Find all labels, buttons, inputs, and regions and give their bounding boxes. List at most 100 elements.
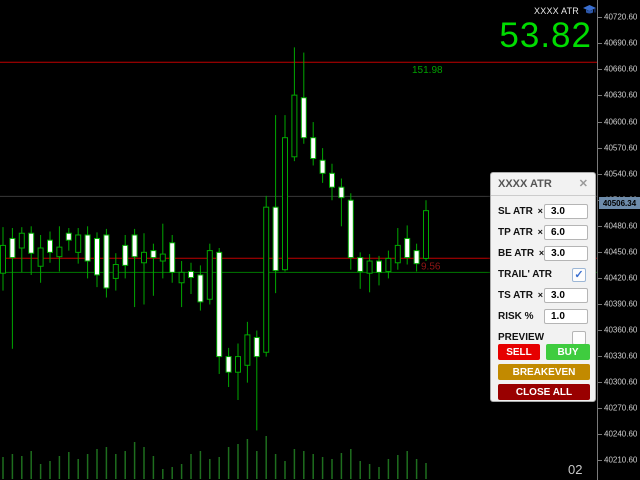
axis-tick xyxy=(598,251,602,253)
candle-body xyxy=(206,250,213,300)
chart-indicator-title: XXXX ATR xyxy=(534,5,596,16)
ea-panel-row: BE ATR × xyxy=(498,245,589,262)
candle-body xyxy=(291,94,298,158)
candle-body xyxy=(282,137,288,271)
ea-panel-row: TS ATR × xyxy=(498,287,588,304)
candle-body xyxy=(141,251,147,264)
field-label: TRAIL' ATR xyxy=(498,269,553,280)
candle-body xyxy=(47,239,53,253)
candle-body xyxy=(338,186,345,199)
axis-tick-label: 40480.60 xyxy=(604,221,638,231)
buy-button[interactable]: BUY xyxy=(546,344,590,360)
indicator-name-label: XXXX ATR xyxy=(534,5,579,16)
axis-tick xyxy=(598,225,602,227)
candle-body xyxy=(159,253,166,262)
atr-big-value: 53.82 xyxy=(499,16,592,55)
candle-body xyxy=(366,260,373,274)
candle-body xyxy=(263,206,270,353)
field-label: TS ATR × xyxy=(498,290,544,301)
axis-tick xyxy=(598,408,602,410)
candle-body xyxy=(188,270,194,279)
level-line-label: 9.56 xyxy=(421,261,441,272)
close-icon[interactable]: ✕ xyxy=(578,177,588,190)
trail-atr-checkbox[interactable]: ✓ xyxy=(572,267,586,282)
axis-tick xyxy=(598,95,602,97)
ea-panel-header: XXXX ATR ✕ xyxy=(491,173,595,196)
axis-tick xyxy=(598,460,602,462)
multiplier-symbol: × xyxy=(537,206,543,216)
ea-panel-title: XXXX ATR xyxy=(498,178,552,190)
breakeven-button[interactable]: BREAKEVEN xyxy=(498,364,590,380)
close-all-button[interactable]: CLOSE ALL xyxy=(498,384,590,400)
candle-body xyxy=(394,244,401,264)
candle-body xyxy=(65,232,72,241)
axis-tick xyxy=(598,382,602,384)
candle-body xyxy=(131,234,138,258)
ea-panel[interactable]: XXXX ATR ✕ SL ATR × TP ATR × BE ATR × TRAIL… xyxy=(490,172,596,402)
axis-tick-label: 40450.60 xyxy=(604,247,638,257)
axis-tick-label: 40210.60 xyxy=(604,455,638,465)
preview-checkbox[interactable] xyxy=(572,330,586,345)
axis-tick-label: 40390.60 xyxy=(604,299,638,309)
current-price-tag: 40506.34 xyxy=(599,197,640,210)
sl-atr-input[interactable] xyxy=(544,204,588,219)
candle-body xyxy=(122,244,129,266)
candle-body xyxy=(404,237,411,259)
candle-body xyxy=(300,97,307,139)
axis-tick-label: 40360.60 xyxy=(604,325,638,335)
tp-atr-input[interactable] xyxy=(544,225,588,240)
axis-tick-label: 40600.60 xyxy=(604,117,638,127)
candle-body xyxy=(347,199,354,259)
axis-tick-label: 40240.60 xyxy=(604,429,638,439)
candle-body xyxy=(413,250,420,265)
candle-body xyxy=(103,234,110,289)
axis-tick xyxy=(598,356,602,358)
candle-body xyxy=(423,210,429,259)
axis-tick-label: 40570.60 xyxy=(604,143,638,153)
candle-body xyxy=(244,334,251,366)
axis-tick-label: 40330.60 xyxy=(604,351,638,361)
time-axis-label: 02 xyxy=(568,462,583,477)
candle-body xyxy=(28,232,35,254)
price-axis[interactable]: 40506.34 40720.60 40690.60 40660.60 40630.6… xyxy=(597,0,640,480)
axis-tick-label: 40720.60 xyxy=(604,12,638,22)
axis-tick-label: 40660.60 xyxy=(604,64,638,74)
candle-body xyxy=(112,264,119,279)
graduation-cap-icon xyxy=(583,5,596,14)
candle-body xyxy=(376,260,382,273)
candle-body xyxy=(56,246,63,258)
axis-tick-label: 40540.60 xyxy=(604,169,638,179)
axis-tick xyxy=(598,173,602,175)
level-line-label: 151.98 xyxy=(412,65,443,76)
candle-body xyxy=(225,356,232,373)
candle-body xyxy=(385,257,392,272)
field-label: PREVIEW xyxy=(498,332,545,343)
field-label: RISK % xyxy=(498,311,534,322)
candle-body xyxy=(9,237,16,259)
candle-body xyxy=(272,206,279,272)
candle-body xyxy=(310,137,317,160)
axis-tick-label: 40270.60 xyxy=(604,403,638,413)
axis-tick xyxy=(598,330,602,331)
candle-body xyxy=(169,242,176,273)
candle-body xyxy=(329,172,335,188)
axis-tick-label: 40420.60 xyxy=(604,273,638,283)
be-atr-input[interactable] xyxy=(544,246,589,261)
axis-tick xyxy=(598,434,602,436)
candle-body xyxy=(94,237,100,276)
ea-panel-row: TRAIL' ATR ✓ xyxy=(498,266,588,283)
axis-tick xyxy=(598,43,602,45)
candle-body xyxy=(75,234,82,253)
axis-tick xyxy=(598,277,602,279)
candle-body xyxy=(319,159,326,174)
sell-button[interactable]: SELL xyxy=(498,344,540,360)
ts-atr-input[interactable] xyxy=(544,288,588,303)
risk--input[interactable] xyxy=(544,309,588,324)
axis-tick-label: 40300.60 xyxy=(604,377,638,387)
axis-tick xyxy=(598,121,602,123)
candle-body xyxy=(84,234,91,262)
candle-body xyxy=(357,257,364,272)
multiplier-symbol: × xyxy=(538,248,545,258)
field-label: SL ATR × xyxy=(498,206,543,217)
